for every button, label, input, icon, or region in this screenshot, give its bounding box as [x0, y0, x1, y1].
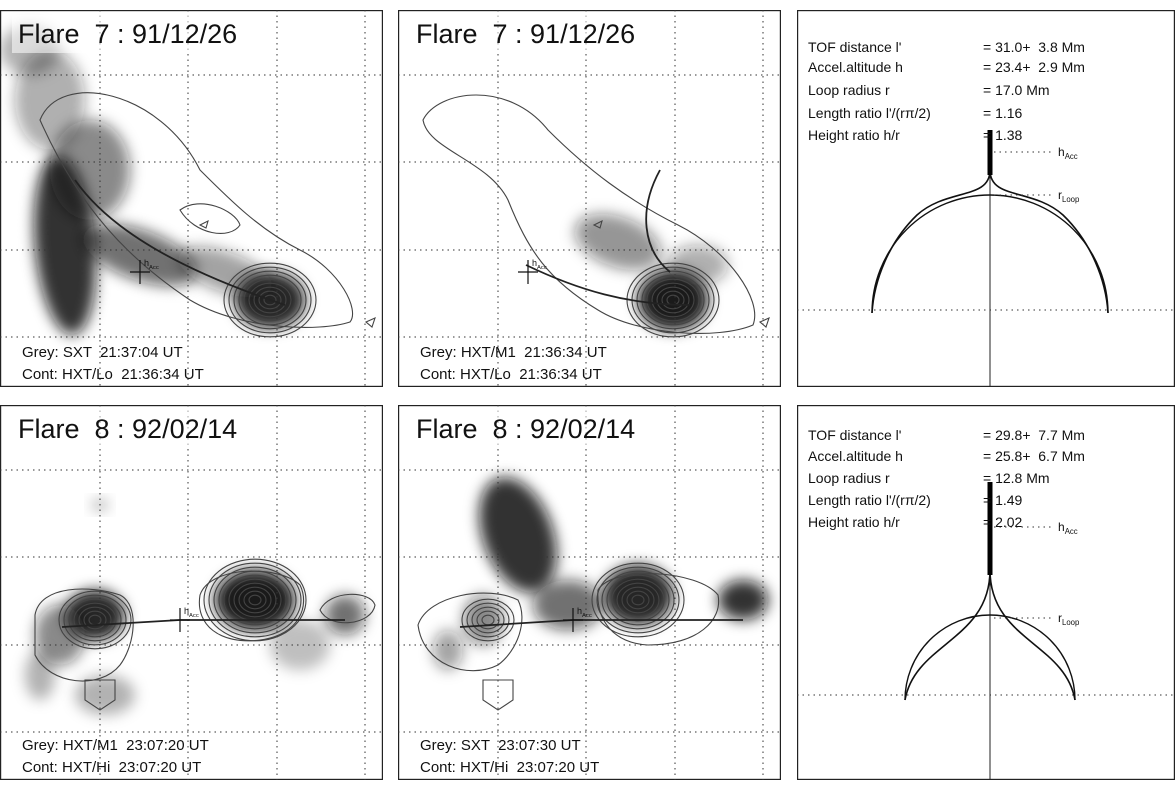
- grey-emission: [270, 620, 330, 670]
- grey-emission: [50, 120, 130, 220]
- label-sub: Acc: [189, 613, 199, 619]
- param-value: = 23.4+ 2.9 Mm: [983, 59, 1085, 75]
- panel-title: Flare 7 : 91/12/26: [18, 19, 237, 49]
- label-sub: Acc: [1065, 527, 1078, 536]
- param-value: = 17.0 Mm: [983, 82, 1050, 98]
- param-name: Loop radius r: [808, 470, 890, 486]
- image-panel: hAccFlare 8 : 92/02/14Grey: HXT/M1 23:07…: [0, 405, 383, 780]
- label-sub: Acc: [1065, 152, 1078, 161]
- param-value: = 1.16: [983, 105, 1023, 121]
- param-value: = 25.8+ 6.7 Mm: [983, 448, 1085, 464]
- param-name: TOF distance l': [808, 427, 901, 443]
- param-name: Height ratio h/r: [808, 514, 900, 530]
- label-main: h: [1058, 145, 1065, 159]
- grey-legend: Grey: SXT 21:37:04 UT: [22, 344, 183, 361]
- param-name: Loop radius r: [808, 82, 890, 98]
- figure: hAccFlare 7 : 91/12/26Grey: SXT 21:37:04…: [0, 0, 1175, 780]
- contour-legend: Cont: HXT/Lo 21:36:34 UT: [22, 366, 204, 383]
- contour-legend: Cont: HXT/Hi 23:07:20 UT: [420, 759, 599, 776]
- grey-emission: [463, 595, 503, 645]
- param-value: = 1.38: [983, 127, 1023, 143]
- param-value: = 2.02: [983, 514, 1023, 530]
- param-name: TOF distance l': [808, 39, 901, 55]
- param-name: Accel.altitude h: [808, 59, 903, 75]
- panel-frame: [399, 11, 781, 387]
- image-panel: hAccFlare 8 : 92/02/14Grey: SXT 23:07:30…: [398, 405, 781, 780]
- contour-legend: Cont: HXT/Lo 21:36:34 UT: [420, 366, 602, 383]
- label-sub: Loop: [1062, 618, 1080, 627]
- param-value: = 12.8 Mm: [983, 470, 1050, 486]
- panel-title: Flare 8 : 92/02/14: [416, 414, 635, 444]
- grey-legend: Grey: SXT 23:07:30 UT: [420, 737, 581, 754]
- panel-title: Flare 7 : 91/12/26: [416, 19, 635, 49]
- grey-emission: [325, 595, 365, 635]
- param-name: Length ratio l'/(rπ/2): [808, 105, 931, 121]
- contour-legend: Cont: HXT/Hi 23:07:20 UT: [22, 759, 201, 776]
- label-sub: Acc: [537, 265, 547, 271]
- param-value: = 29.8+ 7.7 Mm: [983, 427, 1085, 443]
- param-value: = 1.49: [983, 492, 1023, 508]
- label-main: h: [1058, 520, 1065, 534]
- label-sub: Loop: [1062, 195, 1080, 204]
- panel-title: Flare 8 : 92/02/14: [18, 414, 237, 444]
- param-name: Length ratio l'/(rπ/2): [808, 492, 931, 508]
- grey-emission: [718, 580, 768, 620]
- grey-legend: Grey: HXT/M1 21:36:34 UT: [420, 344, 607, 361]
- label-sub: Acc: [582, 613, 592, 619]
- grey-emission: [25, 650, 55, 700]
- param-value: = 31.0+ 3.8 Mm: [983, 39, 1085, 55]
- param-name: Height ratio h/r: [808, 127, 900, 143]
- param-name: Accel.altitude h: [808, 448, 903, 464]
- grey-legend: Grey: HXT/M1 23:07:20 UT: [22, 737, 209, 754]
- label-sub: Acc: [149, 265, 159, 271]
- grey-emission: [433, 630, 463, 670]
